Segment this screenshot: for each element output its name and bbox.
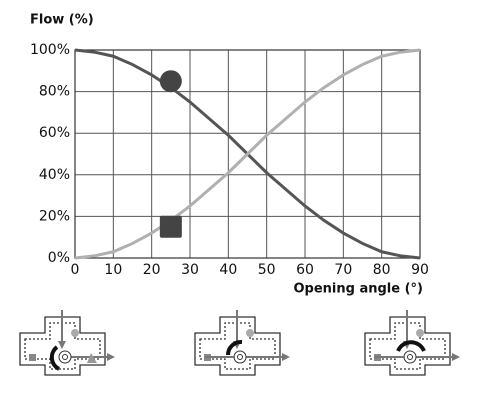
x-tick-label: 70: [334, 262, 352, 278]
x-tick-label: 50: [258, 262, 276, 278]
y-tick-label: 80%: [39, 84, 70, 100]
x-tick-label: 10: [104, 262, 122, 278]
y-tick-label: 0%: [48, 250, 70, 266]
valve-open: [364, 309, 461, 376]
x-tick-label: 80: [373, 262, 391, 278]
series-line: [74, 48, 421, 260]
x-tick-label: 40: [219, 262, 237, 278]
x-tick-label: 30: [181, 262, 199, 278]
x-tick-label: 60: [296, 262, 314, 278]
y-tick-label: 60%: [39, 125, 70, 141]
point-marker: [159, 70, 182, 93]
x-tick-label: 90: [411, 262, 429, 278]
y-tick-label: 40%: [39, 167, 70, 183]
y-tick-label: 100%: [30, 42, 70, 58]
valve-mid: [194, 309, 291, 376]
plot-frame: [74, 49, 421, 259]
point-marker: [159, 215, 182, 238]
x-axis-title: Opening angle (°): [294, 282, 424, 297]
x-tick-label: 0: [71, 262, 80, 278]
y-tick-label: 20%: [39, 208, 70, 224]
y-axis-title: Flow (%): [30, 13, 94, 28]
x-tick-label: 20: [143, 262, 161, 278]
valve-closed: [19, 309, 116, 376]
